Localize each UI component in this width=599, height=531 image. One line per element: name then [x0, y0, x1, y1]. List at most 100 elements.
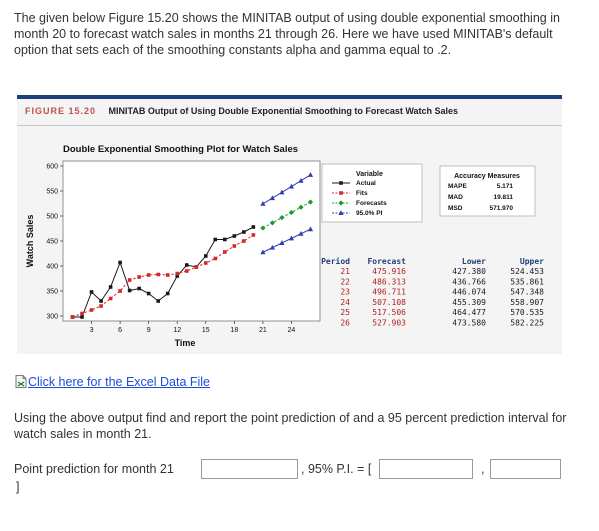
- fits-point: [108, 296, 113, 301]
- actual-point: [213, 237, 218, 242]
- figure-panel: FIGURE 15.20 MINITAB Output of Using Dou…: [17, 95, 562, 354]
- forecasts-point: [269, 220, 276, 226]
- figure-number: FIGURE 15.20: [25, 106, 97, 116]
- y-tick-label: 600: [46, 164, 58, 171]
- y-tick-label: 450: [46, 239, 58, 246]
- forecasts-point: [298, 204, 304, 210]
- table-cell: 558.907: [510, 298, 544, 307]
- table-cell: 23: [340, 288, 350, 297]
- table-cell: 524.453: [510, 267, 544, 276]
- table-cell: 455.309: [452, 298, 486, 307]
- x-tick-label: 6: [118, 327, 122, 334]
- forecasts-point: [307, 199, 314, 205]
- table-cell: 21: [340, 267, 350, 276]
- table-cell: 547.348: [510, 288, 544, 297]
- fits-point: [184, 269, 189, 273]
- pi-label: , 95% P.I. = [: [301, 462, 372, 476]
- fits-point: [242, 239, 246, 243]
- 95-0-pi-point: [307, 226, 314, 232]
- figure-caption: MINITAB Output of Using Double Exponenti…: [108, 106, 459, 116]
- 95-0-pi-point: [288, 183, 295, 189]
- chart-title: Double Exponential Smoothing Plot for Wa…: [63, 144, 298, 155]
- accuracy-value-mad: 19.811: [493, 194, 513, 201]
- fits-point: [70, 315, 75, 319]
- fits-point: [232, 244, 237, 248]
- pi-upper-input[interactable]: [490, 459, 561, 479]
- actual-point: [232, 234, 237, 238]
- 95-0-pi-point: [298, 177, 304, 183]
- actual-point: [242, 230, 246, 234]
- 95-0-pi-point: [288, 235, 295, 241]
- forecast-table: Period Forecast Lower Upper 21 475.916 427.380…: [321, 256, 544, 328]
- table-cell: 464.477: [452, 308, 486, 317]
- legend: Variable Actual Fits Forecasts 95.0% PI: [321, 163, 423, 223]
- actual-point: [203, 254, 208, 258]
- x-tick-label: 9: [147, 327, 151, 334]
- excel-data-link[interactable]: Click here for the Excel Data File: [28, 375, 211, 389]
- fits-point: [165, 273, 170, 277]
- accuracy-value-mape: 5.171: [497, 183, 514, 190]
- legend-entries: Actual Fits Forecasts 95.0% PI: [332, 180, 387, 217]
- fits-point: [127, 278, 132, 282]
- 95-0-pi-point: [269, 244, 276, 250]
- x-tick-label: 15: [202, 327, 210, 334]
- table-cell: 427.380: [452, 267, 486, 276]
- legend-marker-fits: [339, 191, 343, 195]
- table-cell: 446.074: [452, 288, 486, 297]
- point-prediction-input[interactable]: [201, 459, 298, 479]
- fits-point: [213, 256, 218, 261]
- fits-point: [251, 233, 256, 237]
- actual-point: [165, 291, 170, 296]
- y-tick-label: 500: [46, 214, 58, 221]
- table-cell: 582.225: [510, 319, 544, 328]
- x-axis: 3 6 9 12 15 18 21 24: [90, 321, 295, 334]
- table-header-period: Period: [321, 256, 350, 266]
- pi-lower-input[interactable]: [379, 459, 473, 479]
- accuracy-value-msd: 571.970: [490, 205, 514, 212]
- 95-0-pi-point: [269, 195, 276, 201]
- figure-header: FIGURE 15.20 MINITAB Output of Using Dou…: [25, 106, 458, 116]
- y-tick-label: 300: [46, 314, 58, 321]
- table-cell: 22: [340, 277, 350, 286]
- fits-point: [223, 250, 227, 254]
- table-cell: 24: [340, 298, 350, 307]
- pi-close-bracket: ]: [16, 480, 20, 494]
- actual-point: [175, 274, 180, 278]
- x-axis-label: Time: [175, 338, 196, 348]
- forecasts-point: [279, 215, 285, 221]
- 95-0-pi-point: [260, 200, 266, 206]
- x-tick-label: 3: [90, 327, 94, 334]
- series-layer: [70, 172, 314, 319]
- table-cell: 26: [340, 319, 350, 328]
- intro-text: The given below Figure 15.20 shows the M…: [14, 11, 560, 57]
- fits-point: [80, 311, 84, 316]
- x-tick-label: 21: [259, 327, 267, 334]
- table-cell: 486.313: [372, 277, 406, 286]
- actual-point: [156, 299, 160, 303]
- actual-point: [99, 299, 103, 303]
- point-prediction-label: Point prediction for month 21: [14, 462, 174, 476]
- accuracy-label-mape: MAPE: [448, 183, 467, 190]
- y-axis-label: Watch Sales: [25, 215, 35, 268]
- y-axis: 300 350 400 450 500 550 600: [46, 164, 63, 321]
- accuracy-rows: MAPE 5.171 MAD 19.811 MSD 571.970: [448, 183, 513, 212]
- table-header-upper: Upper: [520, 257, 544, 266]
- accuracy-label-mad: MAD: [448, 194, 463, 201]
- legend-box: [321, 163, 423, 223]
- plot-area: [62, 160, 321, 322]
- table-cell: 473.580: [452, 319, 486, 328]
- table-cell: 527.903: [372, 319, 406, 328]
- table-cell: 25: [340, 308, 350, 317]
- legend-label-forecasts: Forecasts: [356, 200, 387, 207]
- pi-separator: ,: [481, 462, 485, 476]
- legend-label-fits: Fits: [356, 190, 368, 197]
- 95-0-pi-point: [279, 189, 285, 195]
- accuracy-frame: [439, 165, 536, 217]
- excel-file-icon: [15, 375, 27, 388]
- table-cell: 496.711: [372, 288, 406, 297]
- legend-label-actual: Actual: [356, 180, 376, 187]
- answer-row: Point prediction for month 21 , 95% P.I.…: [14, 459, 594, 481]
- table-cell: 535.861: [510, 277, 544, 286]
- y-tick-label: 400: [46, 264, 58, 271]
- excel-link-row: Click here for the Excel Data File: [15, 375, 210, 389]
